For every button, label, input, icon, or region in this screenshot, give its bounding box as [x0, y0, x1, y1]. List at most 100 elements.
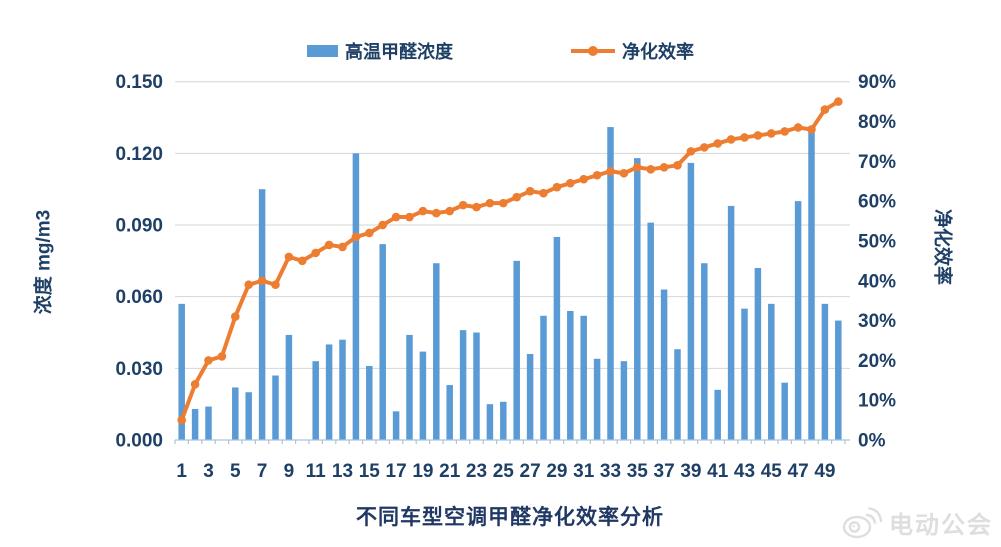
line-marker: [686, 147, 696, 156]
x-tick-label: 11: [306, 461, 327, 482]
bar: [781, 382, 788, 440]
x-tick-label: 29: [546, 461, 567, 482]
bar: [567, 311, 574, 440]
bar: [580, 315, 587, 440]
line-marker: [592, 170, 602, 180]
x-tick-label: 3: [203, 461, 214, 482]
left-axis-title: 浓度 mg/m3: [33, 209, 55, 315]
line-marker: [231, 312, 240, 321]
x-tick-label: 39: [680, 461, 701, 482]
line-marker: [726, 135, 736, 144]
line-marker: [539, 188, 548, 198]
line-marker: [673, 161, 682, 170]
bar: [808, 131, 815, 440]
bar: [593, 358, 601, 440]
line-marker: [633, 162, 642, 172]
legend-label-efficiency: 净化效率: [622, 42, 694, 62]
line-marker: [619, 168, 629, 178]
line-marker: [566, 178, 575, 188]
bar: [660, 289, 668, 440]
line-marker: [512, 192, 521, 202]
bar: [526, 354, 534, 440]
line-marker: [204, 356, 213, 365]
line-marker: [713, 139, 722, 148]
x-tick-label: 19: [412, 461, 433, 482]
line-marker: [499, 198, 508, 208]
y-right-tick-label: 30%: [858, 311, 896, 332]
line-marker: [311, 248, 321, 258]
x-tick-label: 35: [627, 461, 649, 482]
line-marker: [405, 212, 414, 222]
x-tick-label: 13: [332, 461, 353, 482]
bar: [178, 303, 185, 440]
line-marker: [606, 166, 615, 176]
gridlines: [175, 81, 850, 369]
watermark-text: 电动公会: [889, 511, 993, 539]
bar: [727, 205, 735, 440]
bar: [741, 308, 748, 440]
x-tick-label: 7: [257, 461, 268, 482]
bar: [392, 411, 400, 440]
line-marker: [458, 200, 468, 210]
bar: [205, 406, 212, 440]
y-left-tick-label: 0.000: [115, 431, 163, 452]
bar: [352, 153, 360, 441]
bar: [366, 365, 373, 440]
x-tick-label: 9: [284, 461, 295, 482]
bar: [419, 351, 427, 440]
line-marker: [378, 220, 388, 230]
x-tick-label: 33: [600, 461, 621, 482]
x-tick-label: 49: [814, 461, 835, 482]
bar: [339, 339, 346, 440]
y-right-tick-label: 70%: [858, 152, 896, 173]
bar: [553, 236, 561, 440]
line-marker: [579, 174, 588, 184]
line-marker: [284, 252, 294, 262]
bar: [285, 334, 293, 440]
x-tick-label: 1: [176, 461, 187, 482]
legend-item-concentration: 高温甲醛浓度: [307, 38, 453, 64]
bar: [272, 375, 279, 440]
line-marker: [391, 212, 401, 222]
bar: [768, 303, 775, 440]
bar: [513, 260, 520, 440]
line-marker: [432, 208, 441, 218]
line-swatch-icon: [571, 45, 615, 57]
line-marker: [820, 105, 830, 114]
bar-swatch-icon: [307, 45, 338, 57]
x-axis: [174, 439, 850, 444]
line-marker: [753, 131, 763, 140]
bar: [325, 344, 333, 440]
y-left-tick-label: 0.150: [115, 72, 163, 93]
y-left-tick-label: 0.090: [115, 216, 163, 237]
efficiency-line: [179, 99, 841, 423]
x-tick-label: 21: [439, 461, 461, 482]
y-left-tick-label: 0.060: [115, 287, 163, 308]
line-marker: [177, 415, 186, 425]
x-tick-label: 15: [359, 461, 381, 482]
chart-title: 不同车型空调甲醛净化效率分析: [356, 506, 664, 529]
weibo-icon: [842, 507, 883, 539]
x-tick-label: 25: [493, 461, 515, 482]
line-marker: [834, 97, 843, 106]
y-right-tick-label: 40%: [858, 271, 896, 292]
bar: [607, 127, 614, 441]
y-right-tick-label: 50%: [858, 231, 896, 252]
y-right-tick-label: 80%: [858, 112, 896, 133]
bar: [245, 392, 252, 440]
x-tick-label: 17: [386, 461, 407, 482]
bar: [473, 332, 480, 440]
bar: [754, 268, 762, 440]
x-tick-label: 27: [520, 461, 541, 482]
bar: [647, 222, 654, 440]
y-left-tick-label: 0.030: [115, 359, 163, 380]
line-marker: [700, 143, 709, 152]
line-marker: [525, 186, 535, 196]
line-marker: [807, 125, 816, 134]
line-marker: [257, 276, 267, 286]
line-marker: [780, 127, 789, 136]
y-right-tick-label: 20%: [858, 351, 896, 372]
bar: [379, 244, 386, 440]
